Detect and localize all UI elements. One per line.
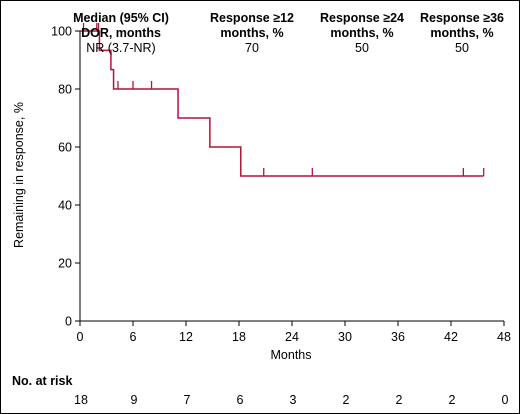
y-tick-label: 100 bbox=[51, 25, 72, 39]
header-r12-value: 70 bbox=[245, 41, 259, 55]
header-median-line1: Median (95% CI) bbox=[73, 11, 169, 25]
risk-count: 0 bbox=[501, 393, 509, 407]
header-median-value: NR (3.7-NR) bbox=[86, 41, 156, 55]
risk-table-title: No. at risk bbox=[12, 374, 73, 388]
risk-count: 3 bbox=[289, 393, 297, 407]
header-response-24: Response ≥24 months, % 50 bbox=[307, 11, 417, 56]
header-r12-line2: months, % bbox=[220, 26, 284, 40]
y-tick-label: 0 bbox=[65, 315, 72, 329]
x-tick-label: 18 bbox=[232, 330, 246, 344]
y-tick-label: 60 bbox=[58, 141, 72, 155]
y-tick-label: 40 bbox=[58, 199, 72, 213]
header-r36-value: 50 bbox=[455, 41, 469, 55]
risk-count: 9 bbox=[130, 393, 138, 407]
header-r36-line1: Response ≥36 bbox=[420, 11, 504, 25]
x-axis-label: Months bbox=[270, 348, 312, 362]
x-tick-label: 36 bbox=[391, 330, 405, 344]
y-tick-label: 80 bbox=[58, 83, 72, 97]
x-tick-label: 12 bbox=[179, 330, 193, 344]
header-r12-line1: Response ≥12 bbox=[210, 11, 294, 25]
risk-count: 6 bbox=[236, 393, 244, 407]
risk-count: 7 bbox=[183, 393, 191, 407]
header-r24-line2: months, % bbox=[330, 26, 394, 40]
x-tick-label: 48 bbox=[497, 330, 511, 344]
header-r24-value: 50 bbox=[355, 41, 369, 55]
risk-count: 2 bbox=[342, 393, 350, 407]
x-tick-label: 0 bbox=[77, 330, 84, 344]
header-median-line2: DOR, months bbox=[81, 26, 161, 40]
risk-count: 18 bbox=[74, 393, 88, 407]
header-r36-line2: months, % bbox=[430, 26, 494, 40]
y-tick-label: 20 bbox=[58, 257, 72, 271]
x-tick-label: 30 bbox=[338, 330, 352, 344]
risk-count: 2 bbox=[395, 393, 403, 407]
km-curve bbox=[80, 30, 484, 177]
x-tick-label: 42 bbox=[444, 330, 458, 344]
x-tick-label: 24 bbox=[285, 330, 299, 344]
x-tick-label: 6 bbox=[130, 330, 137, 344]
header-median-dor: Median (95% CI) DOR, months NR (3.7-NR) bbox=[56, 11, 186, 56]
header-response-12: Response ≥12 months, % 70 bbox=[197, 11, 307, 56]
risk-count: 2 bbox=[448, 393, 456, 407]
header-response-36: Response ≥36 months, % 50 bbox=[407, 11, 517, 56]
y-axis-label: Remaining in response, % bbox=[12, 102, 26, 248]
header-r24-line1: Response ≥24 bbox=[320, 11, 404, 25]
